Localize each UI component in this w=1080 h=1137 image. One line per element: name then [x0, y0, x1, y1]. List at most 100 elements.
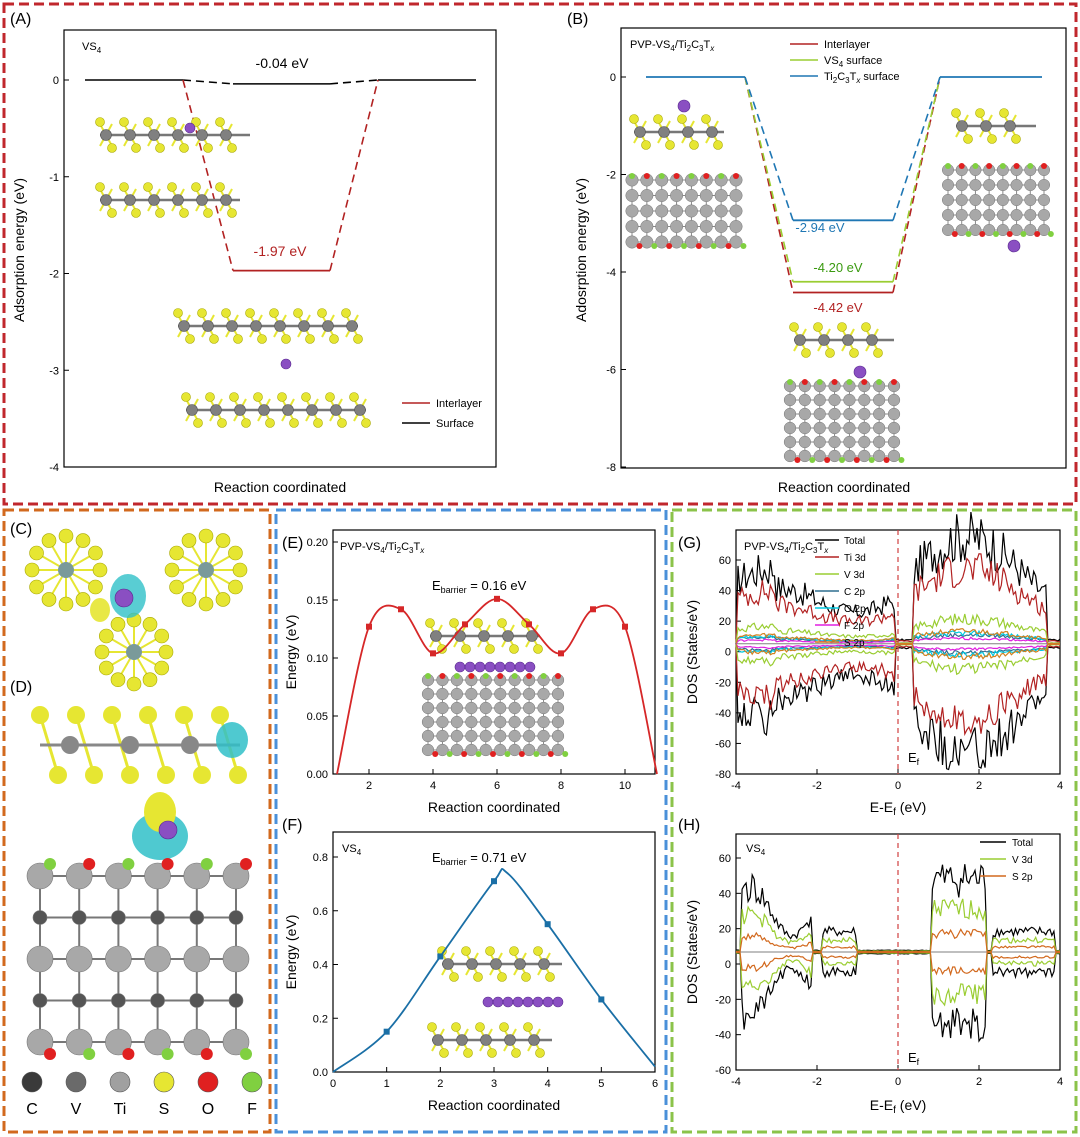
b-left-mx-ti-atom [670, 235, 684, 249]
panel-f-ytick-label: 0.8 [313, 852, 328, 864]
d-term-atom [200, 1048, 213, 1060]
b-mid-mx-ti-atom [887, 407, 901, 421]
b-right-mx-ti-atom [1037, 208, 1051, 222]
g-legend-label: V 3d [844, 570, 865, 581]
panel-b-axes [620, 27, 1067, 469]
a-bot1-s-atom [245, 308, 255, 318]
panel-g-xlabel: E-Ef (eV) [870, 799, 926, 818]
b-mid-mx-term-atom [861, 379, 868, 385]
b-right-mx-term-atom [958, 163, 965, 169]
c-cluster-left-s-atom [58, 528, 74, 544]
f-vs4-bot-v-atom [432, 1034, 444, 1046]
e-mx-ti-atom [537, 687, 550, 701]
b-left-mx-ti-atom [714, 189, 728, 202]
b-right-mx-ti-atom [1037, 178, 1051, 192]
d-mx-atom [150, 910, 165, 925]
panel-e: (E) 0.00 0.05 0.10 0.15 0.20 2 4 6 8 10 PVP-VS4/T… [282, 529, 658, 815]
e-mx-ti-atom [508, 715, 521, 729]
a-bot1-s-atom [305, 334, 315, 344]
d-mx-atom [111, 910, 126, 925]
panel-e-ytick-label: 0.00 [307, 769, 328, 781]
panel-a-ytick-label: -1 [49, 172, 59, 184]
c-cluster-left-s-atom [41, 533, 57, 548]
panel-f-ytick-label: 0.0 [313, 1067, 328, 1079]
e-data-point [622, 623, 628, 630]
a-bot1-v-atom [346, 320, 358, 332]
c-cluster-bottom-s-atom [98, 660, 114, 676]
panel-b-ytick-label: 0 [610, 72, 616, 84]
d-mx-atom [32, 993, 48, 1008]
e-mx-ti-atom [551, 701, 565, 715]
c-cluster-right-s-atom [228, 579, 243, 595]
d-v-atom [121, 736, 139, 754]
e-mx-term-atom [475, 751, 482, 757]
a-top2-s-atom [167, 182, 177, 192]
panel-h-xtick-label: -2 [812, 1076, 822, 1088]
e-data-point [526, 621, 532, 628]
a-top1-s-atom [131, 143, 141, 153]
panel-f: (F) 0.0 0.2 0.4 0.6 0.8 0 1 2 3 4 5 6 VS4 Ebarrier … [282, 817, 658, 1113]
a-top2-s-atom [95, 182, 105, 192]
a-bot1-v-atom [274, 320, 286, 332]
e-na-atom [474, 661, 486, 673]
b-left-vs4-s-atom [713, 140, 723, 150]
e-mx-term-atom [547, 751, 554, 757]
panel-b-ytick-label: -8 [606, 462, 616, 474]
a-top2-v-atom [172, 194, 184, 206]
b-na-atom [677, 99, 691, 113]
a-top1-s-atom [107, 143, 117, 153]
b-right-vs4-s-atom [987, 134, 997, 144]
panel-b-ann-ti: -2.94 eV [795, 220, 844, 235]
c-cluster-bottom-s-atom [154, 628, 170, 644]
d-term-atom [44, 1048, 56, 1060]
e-mx-term-atom [533, 751, 540, 757]
e-vs4-v-atom [454, 630, 466, 642]
e-mx-ti-atom [537, 715, 550, 729]
panel-e-barrier: Ebarrier = 0.16 eV [432, 578, 527, 595]
b-left-vs4-v-atom [682, 126, 694, 138]
b-left-mx-ti-atom [655, 235, 669, 249]
b-right-mx-ti-atom [1024, 208, 1037, 222]
b-right-mx-ti-atom [1010, 223, 1023, 237]
d-mx-atom [105, 945, 132, 973]
panel-g-ytick-label: 60 [719, 555, 731, 567]
f-vs4-top-s-atom [497, 972, 507, 982]
a-bot1-s-atom [173, 308, 183, 318]
panel-a: (A) 0 -1 -2 -3 -4 VS4 Reaction coordinated A… [10, 11, 497, 495]
e-data-point [430, 650, 436, 657]
panel-g-ytick-label: -20 [715, 677, 731, 689]
e-mx-ti-atom [522, 687, 536, 701]
panel-f-xtick-label: 5 [598, 1078, 604, 1090]
d-v-atom [181, 736, 199, 754]
c-cluster-bottom-s-atom [110, 616, 126, 632]
b-left-mx-ti-atom [729, 189, 743, 202]
a-bot2-v-atom [282, 404, 294, 416]
a-bot1-v-atom [250, 320, 262, 332]
c-cluster-left-v-atom [58, 562, 74, 578]
c-cluster-left-s-atom [75, 592, 91, 607]
d-mx-atom [222, 1028, 250, 1056]
g-dos-v-3d-down [735, 643, 1061, 676]
g-legend-label: Total [844, 536, 865, 547]
e-vs4-s-atom [509, 644, 519, 654]
panel-h-xtick-label: 4 [1057, 1076, 1063, 1088]
d-term-atom [44, 858, 56, 870]
b-right-mx-term-atom [979, 231, 986, 237]
a-bot2-s-atom [289, 418, 299, 428]
e-mx-ti-atom [436, 701, 449, 715]
e-na-atom [484, 661, 496, 673]
b-left-mx-ti-atom [655, 189, 669, 202]
f-vs4-top-s-atom [473, 972, 483, 982]
panel-a-ytick-label: -2 [49, 269, 59, 281]
element-legend-swatch-ti [109, 1071, 131, 1093]
a-bot2-v-atom [210, 404, 222, 416]
e-mx-ti-atom [508, 701, 521, 715]
panel-g-letter: (G) [678, 535, 701, 552]
e-mx-term-atom [540, 673, 547, 679]
d-mx-atom [144, 1028, 171, 1056]
b-left-mx-ti-atom [684, 235, 698, 249]
e-data-point [558, 650, 564, 657]
g-legend-label: O 2p [844, 604, 866, 615]
b-left-mx-term-atom [688, 173, 695, 179]
panel-f-ytick-label: 0.6 [313, 906, 328, 918]
